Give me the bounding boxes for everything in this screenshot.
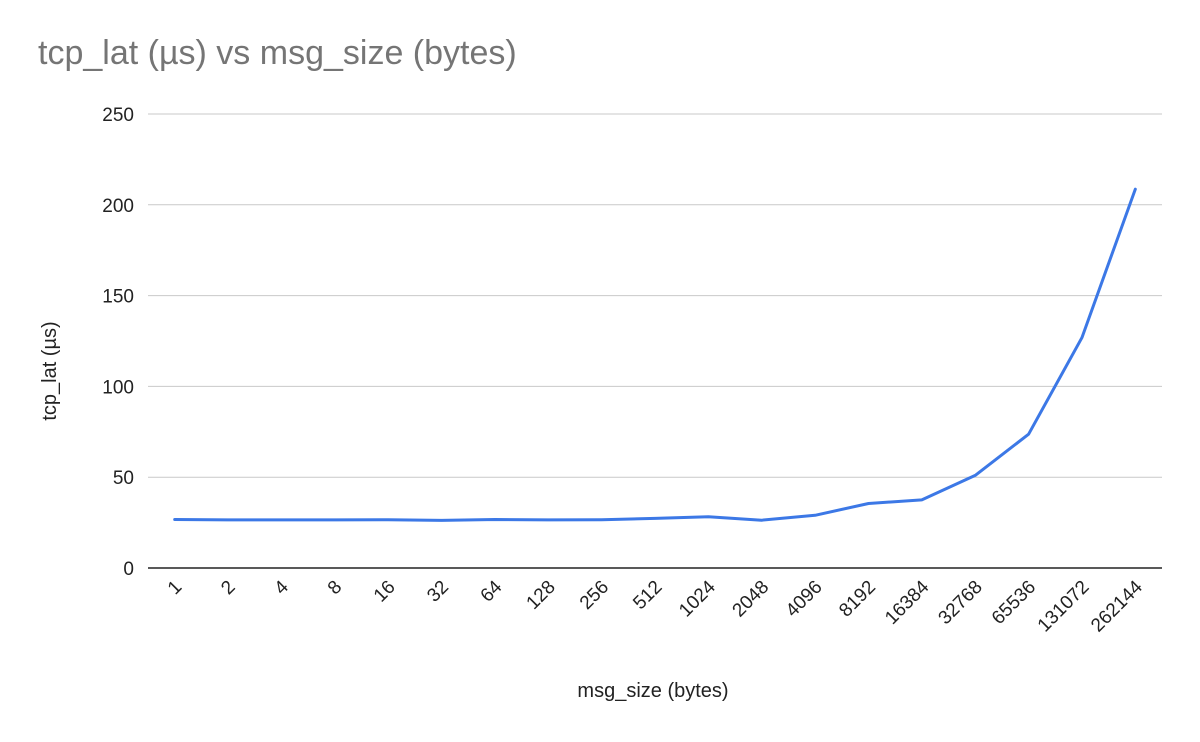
- x-tick-label: 512: [629, 577, 666, 614]
- x-axis-label: msg_size (bytes): [577, 680, 728, 702]
- x-tick-label: 4096: [782, 577, 827, 622]
- x-tick-label: 64: [477, 576, 507, 606]
- x-tick-label: 65536: [988, 577, 1040, 629]
- y-tick-label: 250: [102, 105, 134, 126]
- x-tick-label: 2048: [729, 577, 774, 622]
- y-tick-label: 0: [123, 559, 134, 580]
- x-tick-label: 128: [523, 577, 560, 614]
- y-tick-label: 150: [102, 287, 134, 308]
- x-tick-label: 4: [271, 576, 294, 599]
- x-tick-label: 1024: [675, 576, 720, 621]
- x-tick-label: 32: [423, 577, 453, 607]
- y-tick-label: 100: [102, 377, 134, 398]
- x-tick-label: 16384: [881, 576, 934, 629]
- y-axis-label: tcp_lat (µs): [39, 321, 61, 420]
- x-tick-label: 8192: [835, 577, 880, 622]
- x-tick-label: 1: [164, 577, 186, 599]
- chart-title: tcp_lat (µs) vs msg_size (bytes): [38, 34, 517, 72]
- y-tick-label: 200: [102, 196, 134, 217]
- x-tick-label: 16: [370, 577, 400, 607]
- x-tick-label: 262144: [1087, 576, 1147, 636]
- x-tick-label: 2: [217, 577, 239, 599]
- x-tick-label: 32768: [935, 577, 987, 629]
- x-tick-label: 8: [324, 577, 346, 599]
- x-tick-label: 131072: [1034, 577, 1094, 637]
- x-tick-label: 256: [576, 577, 613, 614]
- series-line: [173, 187, 1137, 522]
- y-tick-label: 50: [113, 468, 134, 489]
